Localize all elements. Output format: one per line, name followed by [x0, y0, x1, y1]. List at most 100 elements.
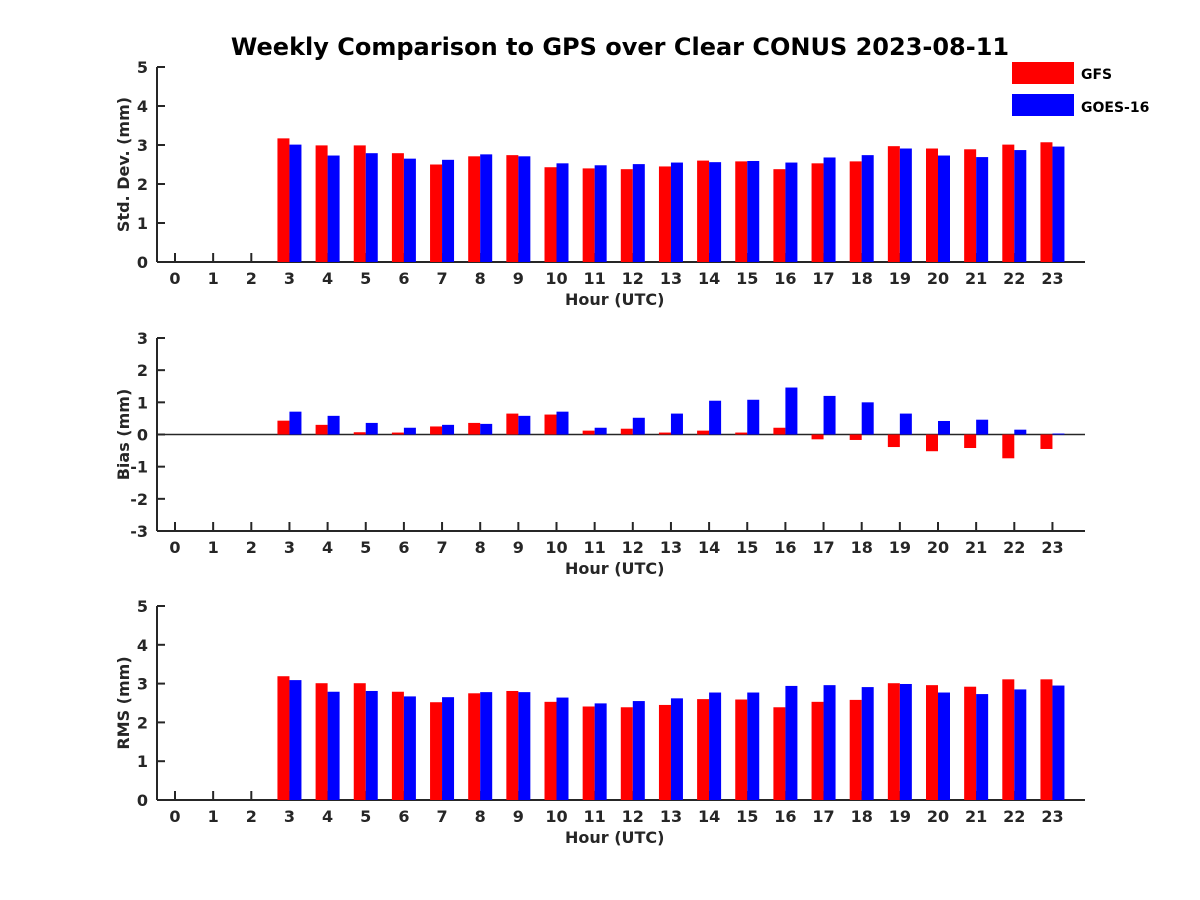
- bar-goes16-hour-22: [1014, 689, 1027, 800]
- bar-gfs-hour-15: [735, 161, 748, 262]
- bar-gfs-hour-22: [1002, 679, 1015, 800]
- bar-goes16-hour-22: [1014, 150, 1027, 262]
- x-tick-label: 21: [965, 269, 987, 288]
- bar-goes16-hour-8: [480, 423, 493, 435]
- bar-goes16-hour-10: [556, 163, 569, 262]
- x-tick-label: 20: [927, 807, 949, 826]
- y-tick-label: 3: [137, 329, 148, 348]
- bar-gfs-hour-19: [887, 146, 900, 262]
- y-tick-label: 3: [137, 675, 148, 694]
- x-tick-label: 17: [812, 269, 834, 288]
- bar-goes16-hour-8: [480, 154, 493, 262]
- bar-gfs-hour-11: [582, 168, 595, 262]
- bar-gfs-hour-20: [926, 685, 938, 800]
- x-tick-label: 19: [889, 269, 911, 288]
- y-axis-label: Bias (mm): [114, 389, 133, 481]
- legend-swatch-gfs: [1012, 62, 1074, 84]
- x-tick-label: 1: [208, 269, 219, 288]
- x-tick-label: 23: [1041, 807, 1063, 826]
- bar-gfs-hour-11: [582, 706, 595, 800]
- bar-goes16-hour-11: [594, 703, 607, 800]
- bar-gfs-hour-7: [430, 164, 443, 262]
- x-tick-label: 18: [851, 538, 873, 557]
- bar-goes16-hour-23: [1052, 146, 1065, 262]
- figure-title: Weekly Comparison to GPS over Clear CONU…: [231, 33, 1009, 61]
- x-tick-label: 15: [736, 807, 758, 826]
- x-tick-label: 6: [398, 538, 409, 557]
- bar-goes16-hour-13: [670, 413, 683, 435]
- x-tick-label: 13: [660, 269, 682, 288]
- x-tick-label: 0: [169, 807, 180, 826]
- x-tick-label: 8: [475, 538, 486, 557]
- bar-gfs-hour-21: [964, 686, 977, 800]
- x-axis-label: Hour (UTC): [565, 828, 665, 847]
- bar-gfs-hour-14: [697, 430, 710, 435]
- bar-goes16-hour-4: [327, 155, 340, 262]
- bar-gfs-hour-5: [353, 145, 366, 262]
- x-tick-label: 9: [513, 807, 524, 826]
- bar-gfs-hour-20: [926, 148, 938, 262]
- bar-goes16-hour-17: [823, 395, 836, 435]
- x-tick-label: 12: [622, 269, 644, 288]
- y-axis-label: Std. Dev. (mm): [114, 97, 133, 232]
- x-tick-label: 16: [774, 269, 796, 288]
- bar-gfs-hour-16: [773, 707, 786, 800]
- y-tick-label: 1: [137, 752, 148, 771]
- bar-goes16-hour-7: [442, 159, 455, 262]
- bar-goes16-hour-18: [861, 155, 874, 262]
- bar-goes16-hour-20: [938, 420, 950, 435]
- bar-gfs-hour-17: [811, 163, 824, 262]
- bar-goes16-hour-7: [442, 424, 455, 435]
- bar-gfs-hour-10: [544, 701, 557, 800]
- x-tick-label: 7: [436, 538, 447, 557]
- bar-goes16-hour-19: [899, 683, 912, 800]
- x-tick-label: 17: [812, 807, 834, 826]
- bar-goes16-hour-23: [1052, 685, 1065, 800]
- bar-gfs-hour-5: [353, 432, 366, 435]
- x-tick-label: 17: [812, 538, 834, 557]
- x-tick-label: 4: [322, 807, 333, 826]
- bar-goes16-hour-21: [976, 157, 989, 262]
- bar-gfs-hour-12: [620, 169, 633, 262]
- bar-gfs-hour-13: [658, 166, 671, 262]
- bar-goes16-hour-14: [709, 400, 722, 435]
- bar-goes16-hour-20: [938, 155, 950, 262]
- bar-gfs-hour-8: [468, 422, 481, 435]
- bar-gfs-hour-15: [735, 432, 748, 435]
- x-tick-label: 23: [1041, 538, 1063, 557]
- y-tick-label: 2: [137, 713, 148, 732]
- bar-goes16-hour-10: [556, 411, 569, 435]
- x-tick-label: 13: [660, 807, 682, 826]
- x-tick-label: 7: [436, 807, 447, 826]
- bar-goes16-hour-17: [823, 157, 836, 262]
- bar-gfs-hour-22: [1002, 144, 1015, 262]
- bar-gfs-hour-7: [430, 702, 443, 800]
- bar-gfs-hour-23: [1040, 679, 1053, 800]
- x-tick-label: 20: [927, 269, 949, 288]
- y-tick-label: 0: [137, 791, 148, 810]
- legend-swatch-goes16: [1012, 94, 1074, 116]
- bar-goes16-hour-16: [785, 387, 798, 435]
- y-tick-label: 1: [137, 214, 148, 233]
- bar-goes16-hour-13: [670, 698, 683, 800]
- bar-goes16-hour-14: [709, 692, 722, 800]
- y-tick-label: 3: [137, 136, 148, 155]
- bar-gfs-hour-11: [582, 430, 595, 435]
- bar-gfs-hour-13: [658, 432, 671, 435]
- x-tick-label: 12: [622, 538, 644, 557]
- bar-gfs-hour-12: [620, 707, 633, 800]
- x-tick-label: 3: [284, 807, 295, 826]
- x-tick-label: 14: [698, 807, 720, 826]
- bar-gfs-hour-14: [697, 160, 710, 262]
- legend-label-gfs: GFS: [1081, 67, 1112, 83]
- bar-gfs-hour-7: [430, 426, 443, 435]
- x-axis-label: Hour (UTC): [565, 290, 665, 309]
- x-tick-label: 6: [398, 807, 409, 826]
- x-tick-label: 6: [398, 269, 409, 288]
- x-tick-label: 15: [736, 269, 758, 288]
- x-tick-label: 1: [208, 538, 219, 557]
- bar-goes16-hour-9: [518, 415, 531, 435]
- bar-gfs-hour-8: [468, 156, 481, 262]
- x-tick-label: 21: [965, 538, 987, 557]
- y-tick-label: 2: [137, 175, 148, 194]
